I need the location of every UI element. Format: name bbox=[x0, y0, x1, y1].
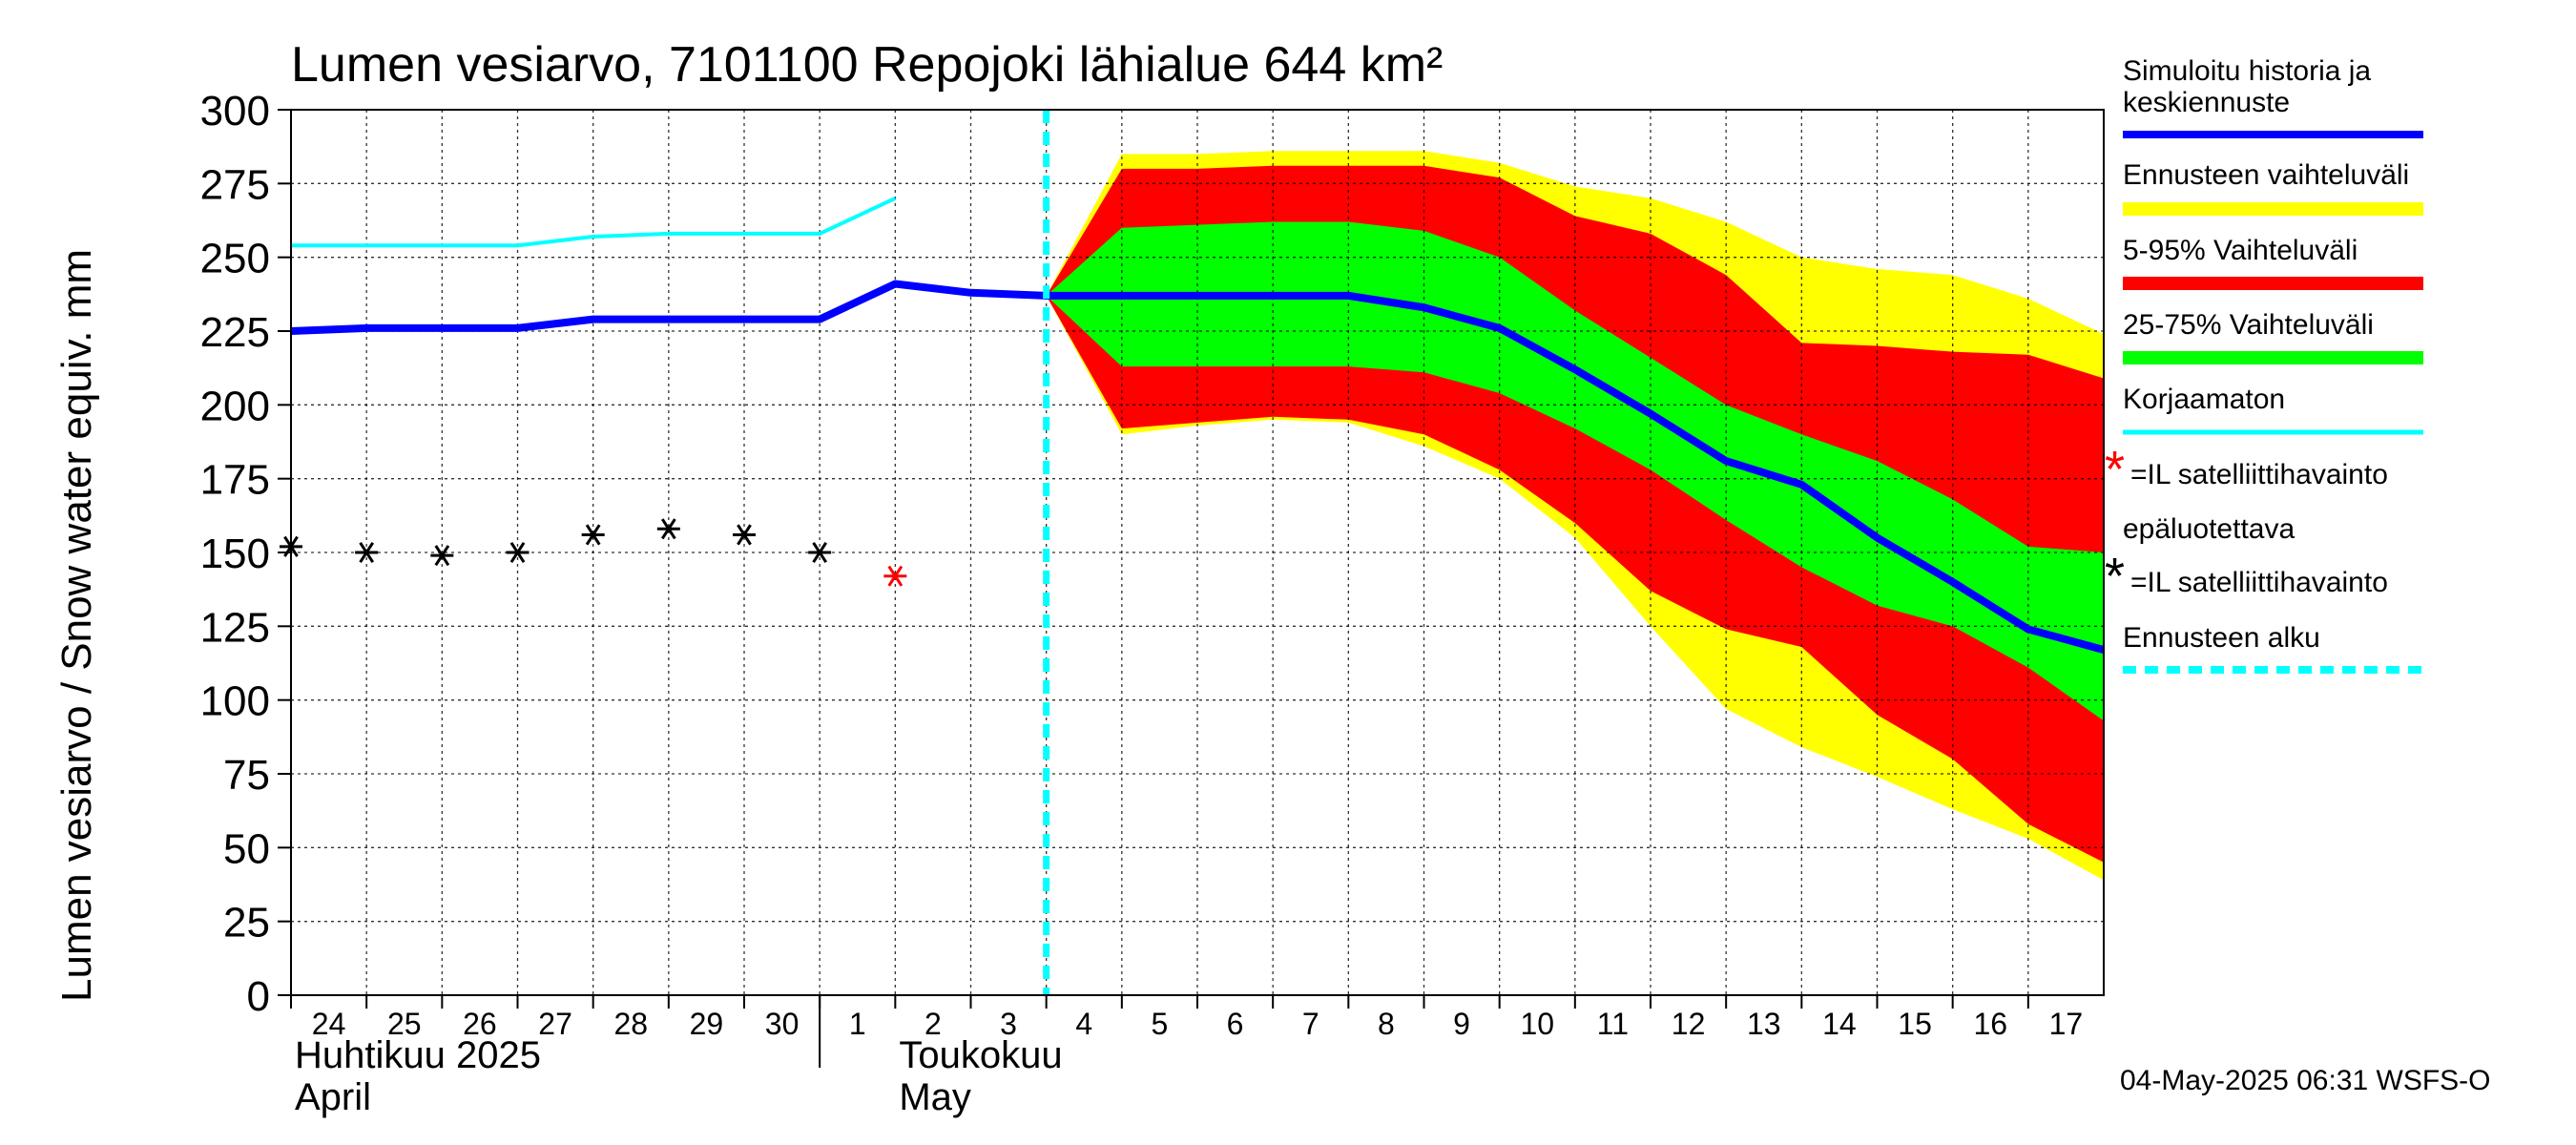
band-2 bbox=[1046, 221, 2104, 721]
x-tick-label: 4 bbox=[1075, 1007, 1092, 1041]
legend-sat-bad-label-2: epäluotettava bbox=[2123, 513, 2295, 545]
legend-korj-label: Korjaamaton bbox=[2123, 384, 2285, 415]
y-axis-label: Lumen vesiarvo / Snow water equiv. mm bbox=[53, 249, 100, 1002]
series-line-0 bbox=[291, 196, 897, 248]
x-tick-label: 27 bbox=[538, 1007, 572, 1041]
month-label-en: May bbox=[899, 1076, 971, 1118]
x-tick-label: 28 bbox=[613, 1007, 648, 1041]
month-label: Huhtikuu 2025 bbox=[295, 1034, 541, 1076]
scatter-point-0-5 bbox=[656, 518, 680, 540]
x-tick-label: 17 bbox=[2049, 1007, 2084, 1041]
y-tick-label: 250 bbox=[200, 236, 270, 282]
scatter-point-0-3 bbox=[506, 541, 530, 564]
scatter-point-0-7 bbox=[808, 541, 832, 564]
legend-sat-bad-label-1: =IL satelliittihavainto bbox=[2130, 459, 2388, 490]
asterisk-stroke bbox=[660, 518, 676, 540]
scatter-point-0-6 bbox=[733, 524, 756, 546]
legend-red-star-icon: * bbox=[2105, 441, 2125, 498]
y-tick-label: 150 bbox=[200, 531, 270, 577]
x-tick-label: 2 bbox=[924, 1007, 942, 1041]
y-tick-label: 275 bbox=[200, 161, 270, 208]
series-line-1 bbox=[290, 280, 2106, 654]
scatter-point-0-4 bbox=[581, 524, 605, 546]
month-label-en: April bbox=[295, 1076, 371, 1118]
legend-p595-label: 5-95% Vaihteluväli bbox=[2123, 235, 2358, 266]
asterisk-stroke bbox=[509, 541, 526, 564]
x-tick-label: 9 bbox=[1453, 1007, 1470, 1041]
asterisk-stroke bbox=[737, 524, 752, 546]
x-tick-label: 12 bbox=[1672, 1007, 1706, 1041]
y-tick-label: 125 bbox=[200, 604, 270, 651]
scatter-point-0-1 bbox=[355, 541, 379, 564]
asterisk-stroke bbox=[887, 565, 904, 587]
y-tick-label: 225 bbox=[200, 309, 270, 356]
x-tick-label: 26 bbox=[463, 1007, 497, 1041]
asterisk-stroke bbox=[812, 541, 828, 564]
x-tick-label: 14 bbox=[1822, 1007, 1857, 1041]
x-tick-label: 25 bbox=[387, 1007, 422, 1041]
asterisk-stroke bbox=[359, 541, 375, 564]
x-tick-label: 15 bbox=[1898, 1007, 1932, 1041]
month-label: Toukokuu bbox=[899, 1034, 1062, 1076]
y-tick-label: 75 bbox=[223, 752, 270, 799]
y-tick-label: 175 bbox=[200, 457, 270, 504]
y-tick-label: 300 bbox=[200, 88, 270, 135]
legend-black-star-icon: * bbox=[2105, 548, 2125, 605]
legend-ens-label: Ennusteen vaihteluväli bbox=[2123, 159, 2409, 191]
x-tick-label: 3 bbox=[1000, 1007, 1017, 1041]
x-tick-label: 16 bbox=[1973, 1007, 2007, 1041]
asterisk-stroke bbox=[434, 545, 450, 567]
scatter-point-1-0 bbox=[883, 565, 907, 587]
x-tick-label: 10 bbox=[1520, 1007, 1554, 1041]
legend: Simuloitu historia ja keskiennuste Ennus… bbox=[2105, 55, 2423, 674]
x-tick-label: 7 bbox=[1302, 1007, 1319, 1041]
x-tick-label: 11 bbox=[1597, 1007, 1629, 1041]
asterisk-stroke bbox=[585, 524, 601, 546]
y-tick-label: 0 bbox=[247, 973, 270, 1020]
legend-sim-label-1: Simuloitu historia ja bbox=[2123, 55, 2371, 87]
x-tick-label: 30 bbox=[765, 1007, 800, 1041]
x-tick-label: 6 bbox=[1227, 1007, 1244, 1041]
scatter-point-0-2 bbox=[430, 545, 454, 567]
x-tick-label: 8 bbox=[1378, 1007, 1395, 1041]
x-tick-label: 1 bbox=[849, 1007, 866, 1041]
y-tick-label: 25 bbox=[223, 900, 270, 947]
legend-alku-label: Ennusteen alku bbox=[2123, 622, 2320, 654]
legend-p2575-label: 25-75% Vaihteluväli bbox=[2123, 309, 2374, 341]
legend-sat-label: =IL satelliittihavainto bbox=[2130, 567, 2388, 598]
x-tick-label: 29 bbox=[690, 1007, 724, 1041]
legend-sim-label-2: keskiennuste bbox=[2123, 87, 2290, 118]
x-tick-label: 13 bbox=[1747, 1007, 1781, 1041]
y-tick-label: 200 bbox=[200, 383, 270, 429]
chart-title: Lumen vesiarvo, 7101100 Repojoki lähialu… bbox=[291, 37, 1443, 93]
x-tick-label: 24 bbox=[312, 1007, 346, 1041]
footer-timestamp: 04-May-2025 06:31 WSFS-O bbox=[2120, 1065, 2491, 1096]
y-tick-label: 50 bbox=[223, 825, 270, 872]
x-tick-label: 5 bbox=[1152, 1007, 1169, 1041]
y-tick-label: 100 bbox=[200, 678, 270, 725]
